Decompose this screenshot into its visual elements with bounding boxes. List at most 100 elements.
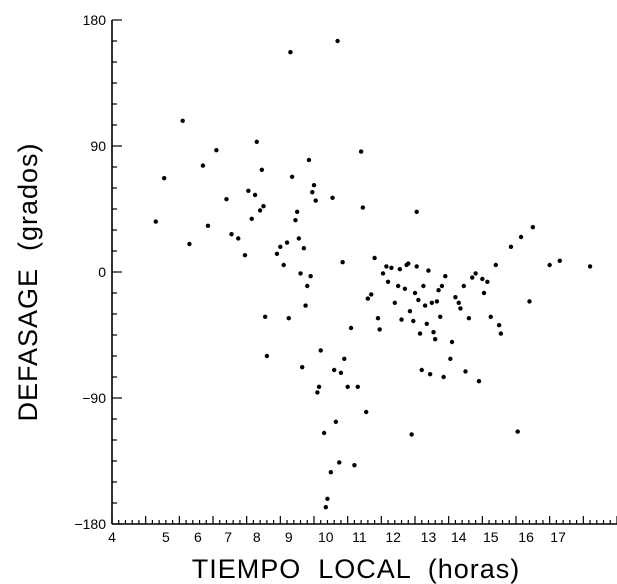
scatter-point <box>300 365 305 370</box>
scatter-point <box>433 337 438 342</box>
scatter-point <box>441 374 446 380</box>
scatter-point <box>466 316 472 321</box>
scatter-point <box>261 204 266 209</box>
scatter-point <box>530 225 536 230</box>
scatter-point <box>259 167 265 172</box>
scatter-point <box>345 384 350 389</box>
scatter-point <box>325 496 330 501</box>
scatter-point <box>422 303 428 308</box>
scatter-point <box>384 264 389 269</box>
y-ticks: 180 90 0 −90 −180 <box>74 12 122 532</box>
scatter-point <box>496 323 502 328</box>
scatter-point <box>473 271 478 276</box>
scatter-point <box>392 300 397 305</box>
y-tick-label: −180 <box>74 516 106 532</box>
y-tick-label: 180 <box>83 12 107 28</box>
scatter-point <box>337 460 342 465</box>
scatter-point <box>306 157 312 163</box>
scatter-point <box>399 317 404 322</box>
scatter-point <box>402 286 408 291</box>
scatter-point <box>426 268 431 273</box>
scatter-point <box>236 236 241 241</box>
x-tick-label: 12 <box>385 529 401 545</box>
scatter-point <box>434 299 440 304</box>
scatter-point <box>355 384 360 389</box>
scatter-point <box>458 306 463 311</box>
scatter-point <box>333 419 339 424</box>
scatter-point <box>380 271 386 276</box>
scatter-point <box>456 300 461 305</box>
scatter-point <box>281 262 286 268</box>
scatter-point <box>330 195 335 200</box>
scatter-point <box>338 370 344 375</box>
x-tick-label: 16 <box>518 529 534 545</box>
scatter-point <box>515 429 520 434</box>
scatter-point <box>385 279 391 284</box>
scatter-point <box>294 209 300 214</box>
scatter-point <box>416 297 421 303</box>
scatter-point <box>318 348 323 353</box>
scatter-point <box>321 430 327 436</box>
scatter-point <box>476 379 482 384</box>
scatter-point <box>316 384 322 389</box>
scatter-point <box>485 279 490 284</box>
scatter-point <box>407 309 413 314</box>
scatter-point <box>180 118 185 124</box>
y-tick-label: 90 <box>90 138 106 154</box>
scatter-point <box>311 183 317 188</box>
scatter-point <box>518 234 524 240</box>
scatter-point <box>498 331 504 336</box>
scatter-point <box>310 190 315 195</box>
scatter-point <box>352 463 357 468</box>
scatter-point <box>308 274 313 279</box>
scatter-point <box>397 267 403 272</box>
scatter-point <box>296 236 302 241</box>
scatter-point <box>161 176 167 181</box>
scatter-point <box>257 208 263 213</box>
x-tick-label: 10 <box>318 529 334 545</box>
y-tick-label: 0 <box>98 264 106 280</box>
scatter-point <box>252 192 258 198</box>
scatter-point <box>284 240 290 245</box>
x-tick-label: 8 <box>253 529 261 545</box>
scatter-point <box>421 283 426 289</box>
scatter-point <box>289 174 295 179</box>
scatter-point <box>424 321 429 326</box>
x-tick-label: 4 <box>108 529 116 545</box>
scatter-point <box>429 300 435 305</box>
scatter-point <box>488 314 493 319</box>
y-axis-label: DEFASAGE (grados) <box>13 142 43 421</box>
scatter-point <box>436 288 441 293</box>
scatter-point <box>360 205 366 210</box>
scatter-point <box>313 198 318 203</box>
scatter-point <box>412 290 418 296</box>
scatter-point <box>411 318 416 324</box>
scatter-point <box>293 218 298 223</box>
scatter-point <box>242 253 248 258</box>
x-tick-label: 7 <box>224 529 232 545</box>
scatter-point <box>254 139 259 144</box>
scatter-point <box>417 331 423 336</box>
scatter-point <box>298 271 303 276</box>
scatter-point <box>414 264 419 269</box>
scatter-point <box>481 290 487 296</box>
scatter-point <box>372 255 377 261</box>
scatter-point <box>427 372 433 377</box>
x-tick-label: 13 <box>421 529 437 545</box>
scatter-point <box>303 303 308 308</box>
x-ticks: 4 5 6 7 8 9 10 11 12 13 14 15 16 17 <box>108 516 617 545</box>
scatter-point <box>431 330 436 335</box>
scatter-point <box>363 409 369 415</box>
scatter-point <box>448 356 453 361</box>
scatter-point <box>153 219 158 224</box>
scatter-point <box>395 283 401 289</box>
x-axis-label: TIEMPO LOCAL (horas) <box>192 554 521 584</box>
scatter-point <box>414 209 419 214</box>
scatter-point <box>305 283 310 289</box>
plot-area: 4 5 6 7 8 9 10 11 12 13 14 15 16 17 180 90 0 −90 −180 <box>74 12 617 545</box>
scatter-point <box>377 327 382 332</box>
scatter-point <box>419 367 424 373</box>
x-tick-label: 14 <box>451 529 467 545</box>
scatter-point <box>315 390 320 395</box>
